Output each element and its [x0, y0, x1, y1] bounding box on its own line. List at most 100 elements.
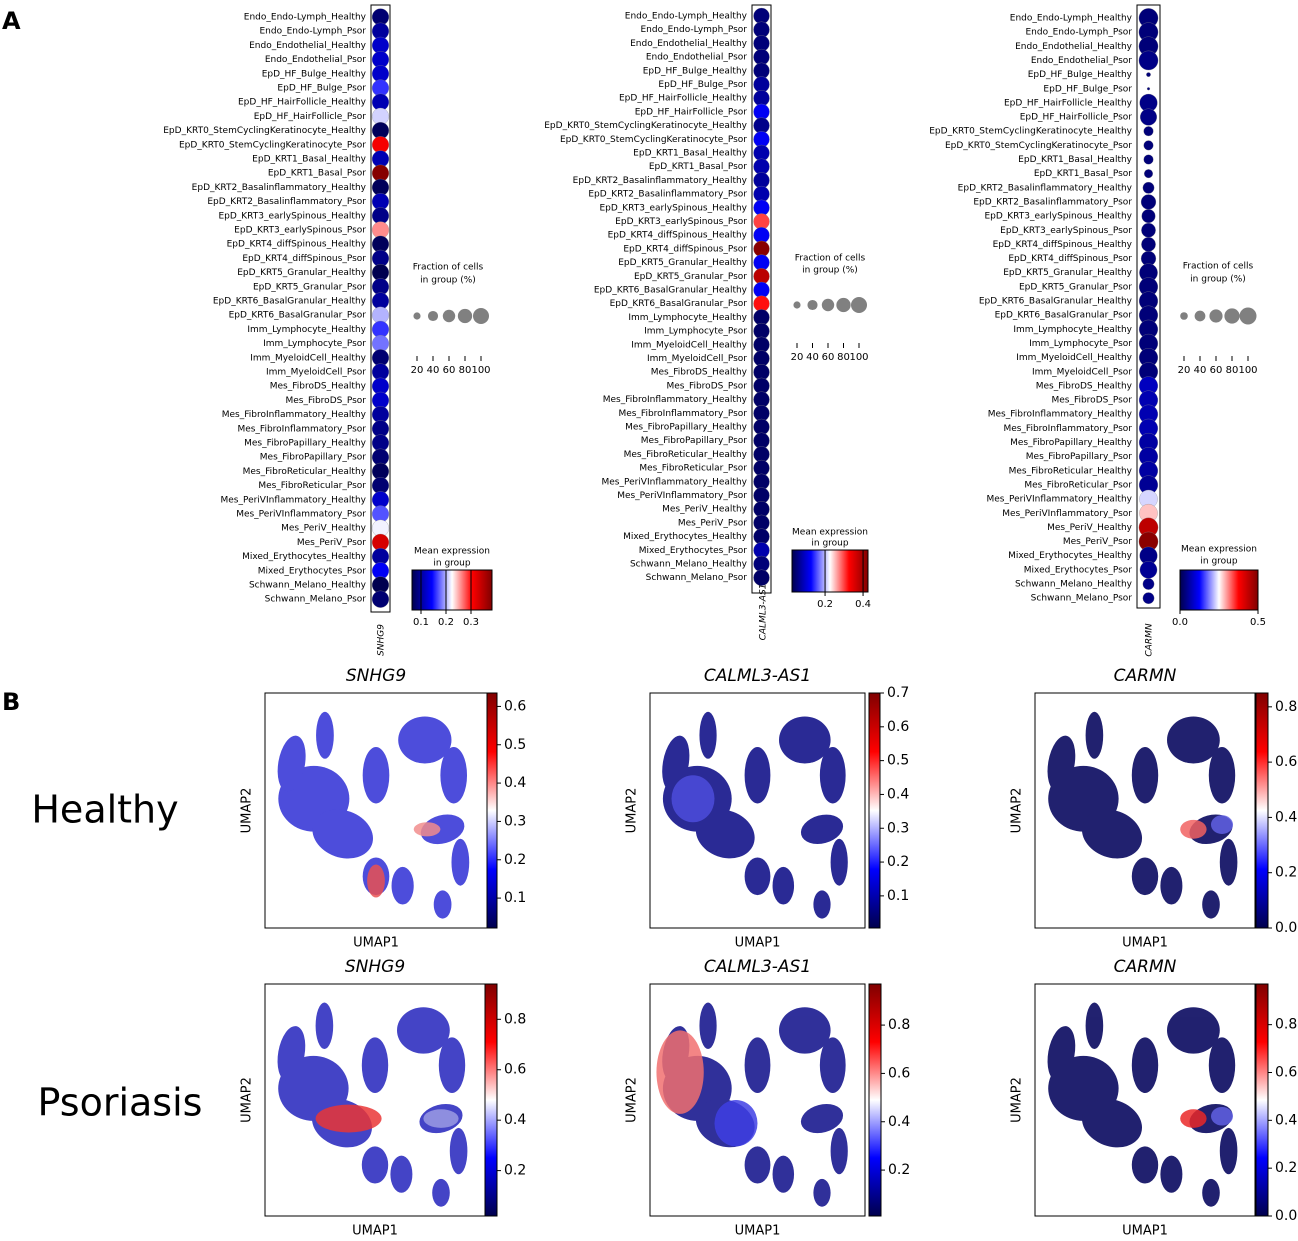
category-label: Imm_Lymphocyte_Healthy [247, 325, 366, 335]
size-tick-label: 60 [1210, 365, 1223, 376]
colorbar-tick-label: 0.2 [887, 854, 909, 870]
cell-cluster [779, 1007, 831, 1054]
size-legend-dot [457, 308, 473, 324]
category-label: EpD_KRT5_Granular_Psor [1019, 282, 1132, 292]
category-label: Mes_PeriV_Healthy [662, 505, 748, 515]
category-label: Mixed_Erythocytes_Healthy [1008, 551, 1133, 561]
colorbar [791, 549, 869, 593]
size-legend-title: in group (%) [802, 266, 858, 276]
colorbar-tick-label: 0.2 [1275, 865, 1297, 881]
category-label: EpD_KRT0_StemCyclingKeratinocyte_Healthy [163, 126, 366, 136]
umap-cloud [277, 711, 470, 919]
cell-cluster [438, 1037, 466, 1094]
dot [1140, 108, 1157, 126]
category-label: Imm_MyeloidCell_Healthy [1016, 353, 1132, 363]
dot [1143, 140, 1154, 151]
category-label: EpD_KRT6_BasalGranular_Psor [995, 311, 1133, 321]
colorbar-tick-label: 0.1 [413, 617, 429, 628]
colorbar-tick-label: 0.1 [504, 890, 526, 906]
dot [1143, 126, 1154, 137]
category-label: Schwann_Melano_Psor [646, 573, 748, 583]
cell-cluster [800, 1104, 844, 1134]
category-label: Imm_MyeloidCell_Psor [1032, 367, 1132, 377]
category-label: Mes_FibroReticular_Healthy [1009, 466, 1133, 476]
category-label: Mes_FibroReticular_Psor [639, 464, 747, 474]
size-legend-title: Fraction of cells [795, 254, 866, 264]
category-label: Mes_FibroReticular_Healthy [624, 450, 748, 460]
cell-cluster [312, 809, 373, 859]
x-axis-label: UMAP1 [735, 936, 781, 951]
category-label: EpD_KRT2_Basalinflammatory_Psor [973, 197, 1132, 207]
expression-hotspot [714, 1100, 758, 1147]
dot [1141, 222, 1156, 238]
cell-cluster [1208, 747, 1236, 804]
category-label: EpD_KRT5_Granular_Psor [634, 272, 747, 282]
dot [1142, 592, 1155, 604]
size-tick-label: 80 [1226, 365, 1239, 376]
category-label: EpD_KRT6_BasalGranular_Healthy [213, 297, 367, 307]
category-label: Mes_FibroDS_Healthy [651, 368, 748, 378]
cell-cluster [744, 1146, 771, 1184]
category-label: EpD_KRT6_BasalGranular_Healthy [594, 286, 748, 296]
category-label: EpD_KRT2_Basalinflammatory_Healthy [573, 176, 748, 186]
category-label: Mes_FibroDS_Healthy [270, 382, 367, 392]
colorbar-tick-label: 0.6 [888, 1065, 910, 1081]
colorbar [1255, 983, 1269, 1217]
category-label: Endo_Endo-Lymph_Healthy [625, 12, 748, 22]
cell-cluster [1202, 890, 1220, 919]
category-label: Mes_FibroReticular_Healthy [243, 467, 367, 477]
cell-cluster [1219, 838, 1238, 886]
category-label: Mes_FibroPapillary_Psor [260, 453, 366, 463]
category-label: EpD_HF_Bulge_Psor [1043, 84, 1132, 94]
category-label: Mes_FibroInflammatory_Healthy [222, 410, 367, 420]
category-label: EpD_KRT1_Basal_Psor [268, 169, 366, 179]
category-label: Endo_Endo-Lymph_Healthy [1010, 14, 1133, 24]
colorbar-tick-label: 0.7 [887, 685, 909, 701]
umap-cloud [277, 1002, 468, 1207]
dot [1141, 209, 1156, 224]
category-label: Mes_FibroReticular_Psor [258, 481, 366, 491]
dot [1144, 169, 1153, 179]
cell-cluster [451, 838, 470, 886]
colorbar-tick-label: 0.4 [504, 775, 526, 791]
expression-hotspot [1180, 1109, 1207, 1128]
category-label: Mes_PeriVInflammatory_Psor [236, 510, 366, 520]
colorbar-tick-label: 0.2 [1275, 1160, 1297, 1176]
category-label: Schwann_Melano_Healthy [630, 560, 748, 570]
cell-cluster [1219, 1127, 1238, 1175]
category-label: Mes_FibroInflammatory_Healthy [988, 410, 1133, 420]
size-tick-label: 80 [837, 352, 850, 363]
category-label: EpD_HF_Bulge_Healthy [1028, 70, 1133, 80]
size-tick-label: 20 [1178, 365, 1191, 376]
colorbar [484, 983, 498, 1217]
size-legend-dot [1239, 307, 1257, 325]
category-label: Mes_FibroDS_Healthy [1036, 381, 1133, 391]
category-label: EpD_HF_HairFollicle_Psor [635, 107, 748, 117]
panel-label: B [2, 688, 20, 716]
category-label: Schwann_Melano_Healthy [249, 581, 367, 591]
cell-cluster [800, 814, 844, 845]
category-label: Endo_Endo-Lymph_Psor [260, 27, 367, 37]
category-label: Mixed_Erythocytes_Psor [258, 566, 367, 576]
x-axis-label: UMAP1 [352, 1224, 398, 1239]
category-label: Mes_FibroInflammatory_Psor [1003, 424, 1132, 434]
dot [1141, 237, 1156, 252]
size-legend-dot [807, 299, 818, 311]
category-label: EpD_KRT5_Granular_Healthy [1003, 268, 1132, 278]
category-label: Mes_PeriV_Healthy [1047, 523, 1133, 533]
size-legend-dot [793, 301, 801, 309]
category-label: EpD_KRT2_Basalinflammatory_Psor [207, 197, 366, 207]
size-legend-title: in group (%) [1190, 275, 1246, 285]
cell-cluster [390, 1155, 413, 1193]
category-label: EpD_KRT6_BasalGranular_Psor [229, 311, 367, 321]
colorbar [1255, 692, 1269, 929]
category-label: Schwann_Melano_Healthy [1015, 580, 1133, 590]
category-label: Endo_Endothelial_Healthy [249, 41, 367, 51]
category-label: Endo_Endo-Lymph_Healthy [244, 13, 367, 23]
cell-cluster [779, 716, 831, 764]
colorbar-tick-label: 0.5 [1250, 617, 1266, 628]
category-label: EpD_KRT1_Basal_Psor [1034, 169, 1132, 179]
category-label: Mes_PeriVInflammatory_Healthy [220, 495, 366, 505]
size-legend-dot [427, 310, 439, 322]
category-label: EpD_KRT4_diffSpinous_Healthy [993, 240, 1133, 250]
